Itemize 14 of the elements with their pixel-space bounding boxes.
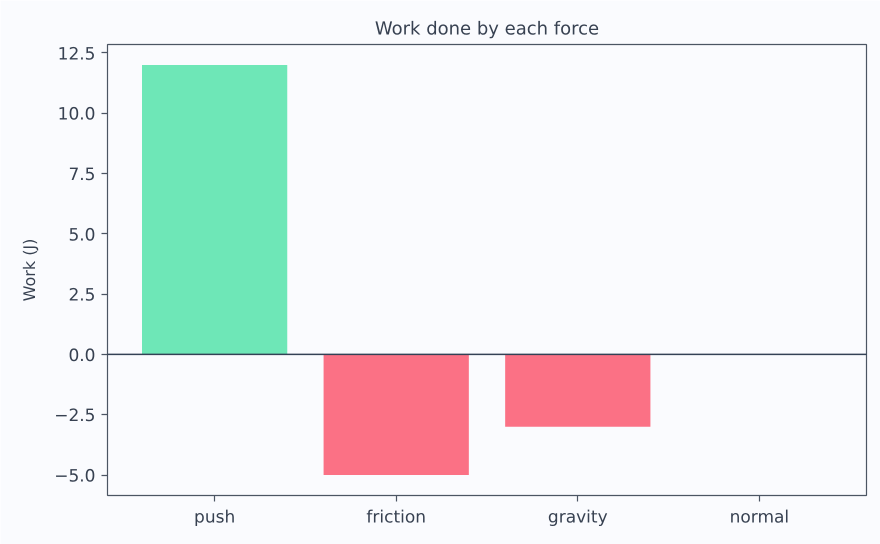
y-tick-label: 10.0 (58, 104, 96, 125)
x-tick-label: gravity (548, 508, 608, 528)
x-tick-label: push (194, 508, 236, 528)
chart-title: Work done by each force (374, 18, 600, 40)
y-tick-label: 7.5 (68, 165, 96, 186)
y-tick-label: 0.0 (68, 346, 96, 366)
x-tick-label: normal (730, 508, 790, 528)
y-tick-label: 2.5 (68, 286, 96, 306)
y-axis-title: Work (J) (20, 238, 40, 302)
y-tick-label: 5.0 (68, 225, 96, 246)
y-tick-label: 12.5 (58, 44, 96, 64)
x-tick-label: friction (366, 508, 426, 528)
y-tick-label: −2.5 (54, 406, 96, 426)
y-tick-label: −5.0 (54, 466, 96, 486)
